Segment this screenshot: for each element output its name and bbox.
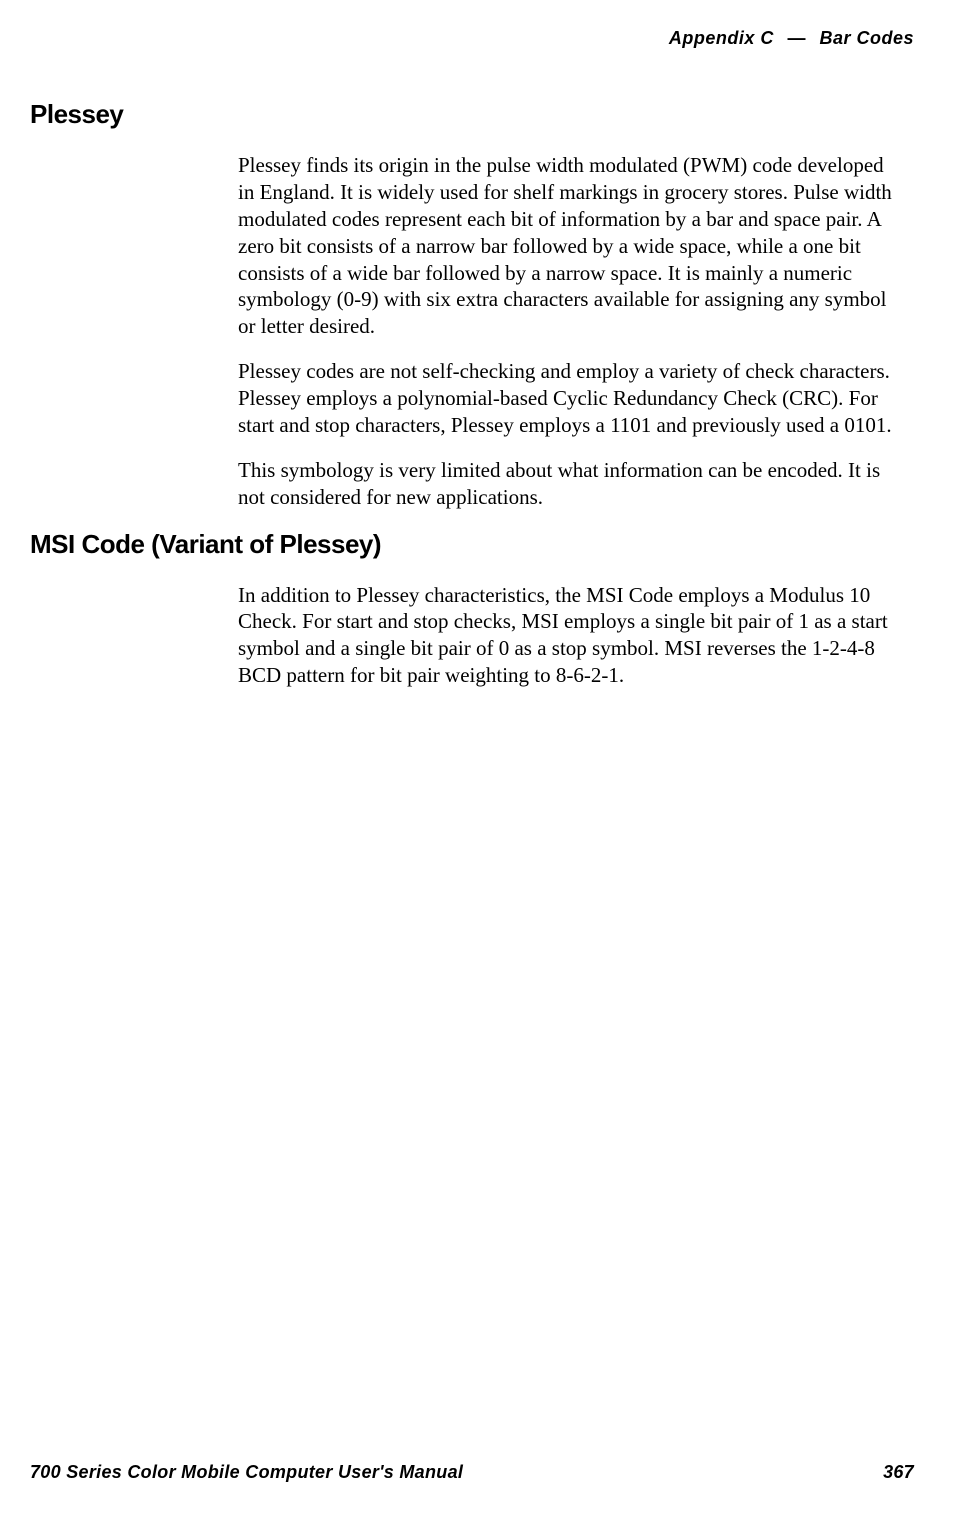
body-paragraph: Plessey finds its origin in the pulse wi… xyxy=(238,152,904,340)
section-heading-msi: MSI Code (Variant of Plessey) xyxy=(30,529,914,560)
body-paragraph: Plessey codes are not self-checking and … xyxy=(238,358,904,439)
body-paragraph: This symbology is very limited about wha… xyxy=(238,457,904,511)
body-paragraph: In addition to Plessey characteristics, … xyxy=(238,582,904,690)
header-title: Bar Codes xyxy=(819,28,914,48)
header-appendix: Appendix C xyxy=(669,28,774,48)
header-separator: — xyxy=(787,28,806,48)
footer-manual-title: 700 Series Color Mobile Computer User's … xyxy=(30,1462,463,1483)
page-footer: 700 Series Color Mobile Computer User's … xyxy=(30,1462,914,1483)
section-heading-plessey: Plessey xyxy=(30,99,914,130)
footer-page-number: 367 xyxy=(883,1462,914,1483)
running-header: Appendix C — Bar Codes xyxy=(30,28,914,49)
